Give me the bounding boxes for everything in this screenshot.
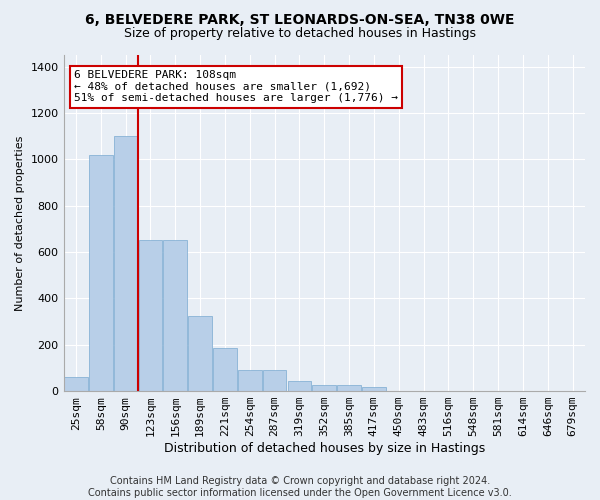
Bar [213,348,237,391]
X-axis label: Distribution of detached houses by size in Hastings: Distribution of detached houses by size … [164,442,485,455]
Bar [263,370,286,391]
Text: Contains HM Land Registry data © Crown copyright and database right 2024.
Contai: Contains HM Land Registry data © Crown c… [88,476,512,498]
Bar [163,240,187,391]
Bar [337,386,361,391]
Bar [114,136,137,391]
Bar [313,384,336,391]
Text: 6 BELVEDERE PARK: 108sqm
← 48% of detached houses are smaller (1,692)
51% of sem: 6 BELVEDERE PARK: 108sqm ← 48% of detach… [74,70,398,103]
Text: Size of property relative to detached houses in Hastings: Size of property relative to detached ho… [124,28,476,40]
Bar [188,316,212,391]
Bar [64,377,88,391]
Bar [287,380,311,391]
Bar [238,370,262,391]
Y-axis label: Number of detached properties: Number of detached properties [15,136,25,310]
Bar [139,240,162,391]
Bar [362,387,386,391]
Bar [89,154,113,391]
Text: 6, BELVEDERE PARK, ST LEONARDS-ON-SEA, TN38 0WE: 6, BELVEDERE PARK, ST LEONARDS-ON-SEA, T… [85,12,515,26]
